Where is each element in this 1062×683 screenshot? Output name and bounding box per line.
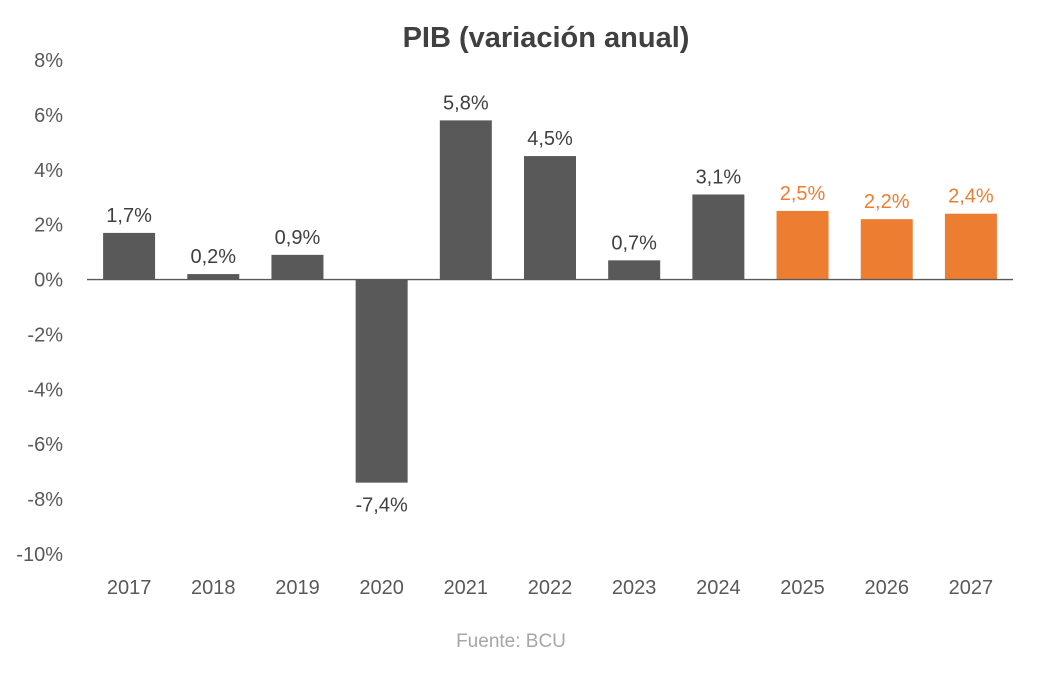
bars: [103, 120, 997, 483]
y-tick-label: -2%: [27, 324, 63, 346]
data-labels: 1,7% 0,2% 0,9% -7,4% 5,8% 4,5% 0,7% 3,1% 2,5% 2,2…: [106, 92, 994, 516]
y-tick-label: 0%: [34, 270, 63, 292]
bar-2025: [776, 210, 829, 280]
x-tick-label: 2024: [696, 577, 741, 599]
y-tick-label: 4%: [34, 160, 63, 182]
y-tick-label: -4%: [27, 379, 63, 401]
y-tick-label: -8%: [27, 489, 63, 511]
x-tick-label: 2027: [949, 577, 994, 599]
data-label: 2,2%: [864, 191, 910, 213]
x-tick-label: 2021: [444, 577, 489, 599]
x-tick-label: 2018: [191, 577, 236, 599]
x-tick-label: 2025: [780, 577, 825, 599]
data-label: 3,1%: [696, 166, 742, 188]
x-tick-label: 2019: [275, 577, 320, 599]
y-tick-label: 6%: [34, 105, 63, 127]
y-tick-label: 8%: [34, 50, 63, 72]
data-label: 2,5%: [780, 183, 826, 205]
bar-2021: [439, 120, 492, 280]
data-label: 2,4%: [948, 186, 994, 208]
data-label: 5,8%: [443, 92, 489, 114]
y-tick-label: -6%: [27, 434, 63, 456]
bar-2026: [860, 219, 913, 280]
x-tick-label: 2020: [359, 577, 404, 599]
data-label: 0,2%: [190, 246, 236, 268]
y-tick-label: 2%: [34, 215, 63, 237]
bar-2022: [524, 156, 576, 280]
bar-2019: [271, 254, 324, 280]
data-label: 0,9%: [275, 227, 321, 249]
bar-2017: [103, 232, 156, 280]
y-tick-label: -10%: [16, 544, 63, 566]
bar-2023: [608, 260, 661, 280]
data-label: 0,7%: [611, 232, 657, 254]
bar-2020: [355, 279, 408, 483]
y-axis: 8% 6% 4% 2% 0% -2% -4% -6% -8% -10%: [16, 50, 63, 566]
x-tick-label: 2023: [612, 577, 657, 599]
data-label: 1,7%: [106, 205, 152, 227]
data-label: 4,5%: [527, 128, 573, 150]
x-tick-label: 2026: [864, 577, 909, 599]
bar-2024: [692, 194, 745, 280]
bar-2018: [187, 274, 240, 280]
x-tick-label: 2017: [107, 577, 152, 599]
bar-2027: [944, 213, 997, 280]
x-tick-label: 2022: [528, 577, 573, 599]
chart-title: PIB (variación anual): [402, 22, 690, 54]
source-note: Fuente: BCU: [456, 631, 566, 652]
x-axis: 2017 2018 2019 2020 2021 2022 2023 2024 2025 2026…: [107, 577, 993, 599]
data-label: -7,4%: [356, 495, 408, 517]
